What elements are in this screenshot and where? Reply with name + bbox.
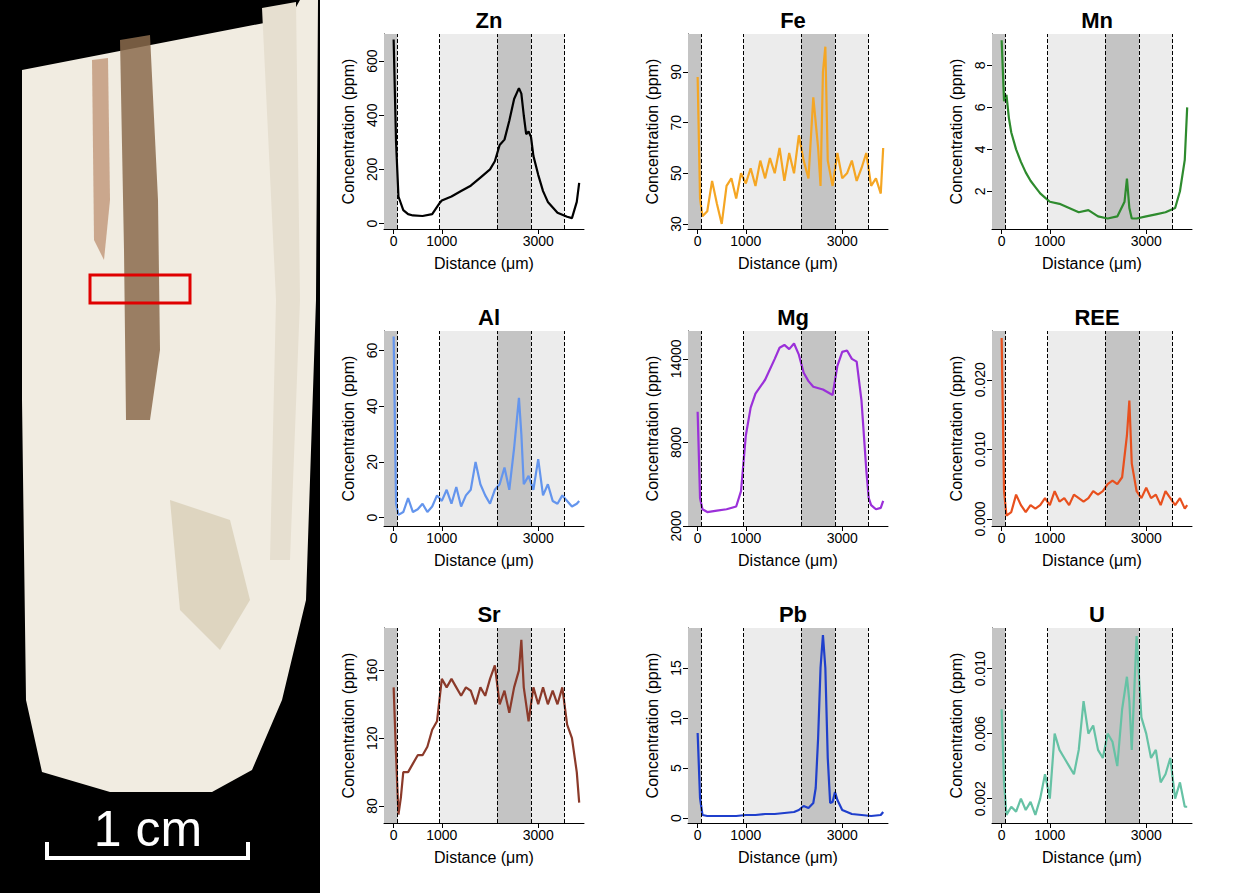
svg-text:Concentration (ppm): Concentration (ppm) xyxy=(644,59,661,205)
svg-text:2: 2 xyxy=(972,187,988,195)
svg-text:0: 0 xyxy=(694,827,702,843)
svg-text:1000: 1000 xyxy=(730,530,761,546)
svg-text:1 cm: 1 cm xyxy=(94,801,202,857)
svg-text:Distance (μm): Distance (μm) xyxy=(1042,255,1142,272)
svg-text:0: 0 xyxy=(390,530,398,546)
svg-text:Fe: Fe xyxy=(780,8,806,33)
svg-text:Concentration (ppm): Concentration (ppm) xyxy=(948,653,965,799)
svg-text:3000: 3000 xyxy=(1131,233,1162,249)
svg-text:30: 30 xyxy=(668,216,684,232)
svg-text:60: 60 xyxy=(364,343,380,359)
svg-text:0.010: 0.010 xyxy=(972,432,988,467)
svg-text:40: 40 xyxy=(364,398,380,414)
svg-text:Concentration (ppm): Concentration (ppm) xyxy=(644,356,661,502)
svg-text:400: 400 xyxy=(364,103,380,127)
svg-text:80: 80 xyxy=(364,798,380,814)
svg-text:Distance (μm): Distance (μm) xyxy=(738,552,838,569)
svg-text:Zn: Zn xyxy=(476,8,503,33)
svg-text:0: 0 xyxy=(694,233,702,249)
svg-text:3000: 3000 xyxy=(827,530,858,546)
svg-text:Distance (μm): Distance (μm) xyxy=(434,255,534,272)
svg-text:3000: 3000 xyxy=(1131,827,1162,843)
svg-text:90: 90 xyxy=(668,64,684,80)
svg-text:REE: REE xyxy=(1074,305,1119,330)
svg-text:0: 0 xyxy=(694,530,702,546)
svg-text:4: 4 xyxy=(972,145,988,153)
svg-text:Distance (μm): Distance (μm) xyxy=(738,849,838,866)
svg-text:Distance (μm): Distance (μm) xyxy=(1042,849,1142,866)
svg-text:6: 6 xyxy=(972,103,988,111)
svg-text:Pb: Pb xyxy=(779,602,807,627)
svg-text:8: 8 xyxy=(972,61,988,69)
svg-text:3000: 3000 xyxy=(827,827,858,843)
svg-text:200: 200 xyxy=(364,158,380,182)
svg-text:1000: 1000 xyxy=(426,530,457,546)
svg-text:1000: 1000 xyxy=(730,827,761,843)
svg-text:0.006: 0.006 xyxy=(972,716,988,751)
svg-text:3000: 3000 xyxy=(827,233,858,249)
svg-text:5: 5 xyxy=(668,764,684,772)
svg-text:3000: 3000 xyxy=(523,827,554,843)
svg-text:Distance (μm): Distance (μm) xyxy=(738,255,838,272)
svg-text:Concentration (ppm): Concentration (ppm) xyxy=(644,653,661,799)
svg-text:Distance (μm): Distance (μm) xyxy=(434,849,534,866)
svg-text:0: 0 xyxy=(998,233,1006,249)
svg-text:0: 0 xyxy=(668,814,684,822)
svg-text:Sr: Sr xyxy=(477,602,501,627)
svg-text:Concentration (ppm): Concentration (ppm) xyxy=(340,356,357,502)
svg-text:Al: Al xyxy=(478,305,500,330)
svg-text:Distance (μm): Distance (μm) xyxy=(434,552,534,569)
svg-text:1000: 1000 xyxy=(426,827,457,843)
svg-text:U: U xyxy=(1089,602,1105,627)
svg-text:Concentration (ppm): Concentration (ppm) xyxy=(340,59,357,205)
svg-text:1000: 1000 xyxy=(426,233,457,249)
svg-text:0.010: 0.010 xyxy=(972,651,988,686)
svg-text:1000: 1000 xyxy=(1034,233,1065,249)
svg-text:0.002: 0.002 xyxy=(972,781,988,816)
svg-text:0: 0 xyxy=(390,827,398,843)
svg-text:Concentration (ppm): Concentration (ppm) xyxy=(340,653,357,799)
svg-text:Mg: Mg xyxy=(777,305,809,330)
svg-text:1000: 1000 xyxy=(1034,827,1065,843)
svg-text:1000: 1000 xyxy=(1034,530,1065,546)
svg-text:15: 15 xyxy=(668,660,684,676)
svg-text:2000: 2000 xyxy=(668,510,684,541)
svg-text:1000: 1000 xyxy=(730,233,761,249)
svg-text:Concentration (ppm): Concentration (ppm) xyxy=(948,356,965,502)
svg-text:120: 120 xyxy=(364,726,380,750)
svg-text:3000: 3000 xyxy=(523,530,554,546)
svg-text:3000: 3000 xyxy=(523,233,554,249)
svg-text:0: 0 xyxy=(364,219,380,227)
svg-text:Distance (μm): Distance (μm) xyxy=(1042,552,1142,569)
svg-text:600: 600 xyxy=(364,49,380,73)
svg-text:3000: 3000 xyxy=(1131,530,1162,546)
svg-text:0: 0 xyxy=(998,530,1006,546)
svg-text:0.000: 0.000 xyxy=(972,501,988,536)
svg-text:8000: 8000 xyxy=(668,427,684,458)
svg-text:10: 10 xyxy=(668,710,684,726)
svg-text:Mn: Mn xyxy=(1081,8,1113,33)
svg-text:0.020: 0.020 xyxy=(972,362,988,397)
svg-text:14000: 14000 xyxy=(668,339,684,378)
svg-text:0: 0 xyxy=(998,827,1006,843)
svg-text:0: 0 xyxy=(364,514,380,522)
svg-text:0: 0 xyxy=(390,233,398,249)
svg-text:20: 20 xyxy=(364,454,380,470)
svg-text:50: 50 xyxy=(668,165,684,181)
svg-text:70: 70 xyxy=(668,115,684,131)
svg-text:160: 160 xyxy=(364,658,380,682)
svg-text:Concentration (ppm): Concentration (ppm) xyxy=(948,59,965,205)
